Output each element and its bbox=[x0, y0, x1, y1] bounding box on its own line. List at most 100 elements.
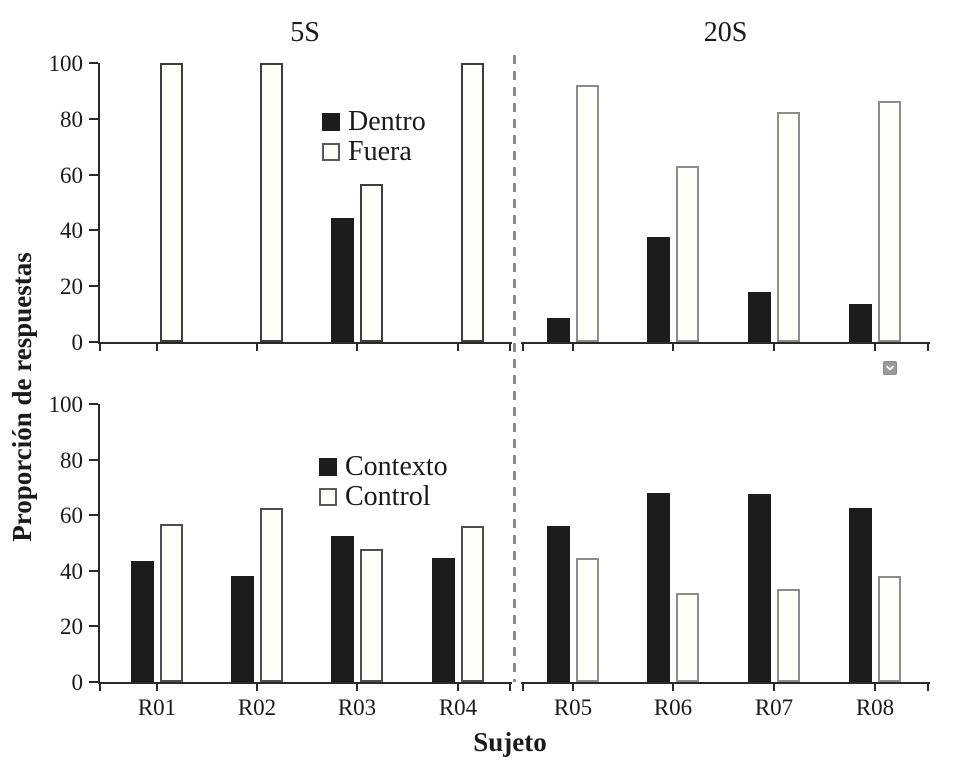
bar-contexto-r05 bbox=[547, 526, 570, 682]
legend-item-control: Control bbox=[319, 481, 448, 512]
y-tick-label: 100 bbox=[48, 51, 84, 76]
bar-fuera-r06 bbox=[676, 166, 699, 342]
x-axis-end-tick bbox=[927, 344, 929, 351]
y-tick-label: 80 bbox=[60, 106, 83, 132]
x-tick bbox=[256, 684, 258, 691]
legend-label-fuera: Fuera bbox=[348, 136, 412, 167]
x-tick bbox=[457, 684, 459, 691]
y-tick bbox=[89, 62, 98, 64]
legend-item-contexto: Contexto bbox=[319, 451, 448, 482]
bar-dentro-r05 bbox=[547, 318, 570, 342]
x-axis-line bbox=[521, 342, 930, 344]
x-axis-line bbox=[521, 682, 930, 684]
bar-contexto-r03 bbox=[331, 536, 354, 682]
x-axis-title: Sujeto bbox=[473, 727, 547, 757]
x-tick bbox=[672, 684, 674, 691]
bar-control-r05 bbox=[576, 558, 599, 682]
bar-fuera-r04 bbox=[461, 63, 484, 342]
x-axis-end-tick bbox=[509, 684, 511, 691]
bar-contexto-r06 bbox=[647, 492, 670, 682]
bar-control-r08 bbox=[878, 576, 901, 682]
bar-control-r07 bbox=[777, 588, 800, 682]
panel-top-left: Dentro Fuera 0 20 40 60 80 100 bbox=[49, 52, 512, 354]
y-tick bbox=[89, 681, 98, 683]
y-axis-line bbox=[98, 404, 100, 684]
x-tick bbox=[156, 684, 158, 691]
legend-swatch-white-icon bbox=[322, 143, 340, 161]
bar-fuera-r08 bbox=[878, 100, 901, 342]
x-tick bbox=[256, 344, 258, 351]
y-tick bbox=[89, 514, 98, 517]
bar-fuera-r03 bbox=[360, 184, 383, 342]
legend-label-contexto: Contexto bbox=[345, 451, 448, 482]
x-tick bbox=[572, 684, 574, 691]
legend-label-control: Control bbox=[345, 481, 431, 512]
bar-control-r06 bbox=[676, 593, 699, 682]
y-tick-label: 20 bbox=[60, 614, 83, 640]
y-tick-label: 80 bbox=[60, 447, 83, 473]
y-tick bbox=[89, 569, 98, 572]
x-tick bbox=[874, 344, 876, 351]
chevron-down-icon[interactable] bbox=[883, 361, 897, 375]
legend-swatch-black-icon bbox=[319, 458, 337, 476]
bar-contexto-r01 bbox=[131, 561, 154, 682]
y-tick bbox=[89, 229, 98, 232]
legend-dentro-fuera: Dentro Fuera bbox=[322, 106, 426, 167]
bar-contexto-r04 bbox=[432, 558, 455, 682]
x-axis-line bbox=[98, 682, 512, 684]
panel-top-right bbox=[521, 63, 930, 351]
x-axis-end-tick bbox=[927, 684, 929, 691]
x-tick-label: R01 bbox=[137, 695, 177, 720]
x-tick-label: R07 bbox=[754, 695, 794, 720]
bar-fuera-r01 bbox=[160, 63, 183, 342]
legend-swatch-black-icon bbox=[322, 113, 340, 131]
y-tick bbox=[89, 403, 98, 405]
y-axis-line bbox=[98, 63, 100, 344]
column-title-5s: 5S bbox=[290, 17, 320, 48]
y-tick-label: 40 bbox=[60, 218, 83, 244]
x-tick-label: R04 bbox=[438, 695, 478, 720]
y-tick-label: 20 bbox=[60, 274, 83, 300]
bar-control-r02 bbox=[260, 508, 283, 682]
bar-control-r04 bbox=[461, 526, 484, 682]
x-axis-line bbox=[98, 342, 512, 344]
y-tick-label: 0 bbox=[71, 670, 84, 695]
bar-control-r03 bbox=[360, 548, 383, 682]
panel-bottom-right: R05 R06 R07 R08 bbox=[521, 404, 930, 719]
condition-divider-dashed-line bbox=[513, 55, 516, 682]
bar-fuera-r07 bbox=[777, 111, 800, 342]
x-tick bbox=[156, 344, 158, 351]
y-tick bbox=[89, 285, 98, 288]
legend-label-dentro: Dentro bbox=[348, 106, 426, 137]
bar-contexto-r08 bbox=[849, 508, 872, 682]
x-axis-end-tick bbox=[99, 684, 101, 691]
legend-swatch-white-icon bbox=[319, 488, 337, 506]
bar-contexto-r07 bbox=[748, 494, 771, 682]
y-tick-label: 60 bbox=[60, 503, 83, 529]
bar-fuera-r05 bbox=[576, 85, 599, 342]
x-tick bbox=[773, 684, 775, 691]
bar-control-r01 bbox=[160, 523, 183, 682]
y-tick-label: 0 bbox=[71, 330, 84, 355]
x-axis-end-tick bbox=[522, 684, 524, 691]
y-tick bbox=[89, 458, 98, 461]
bar-fuera-r02 bbox=[260, 63, 283, 342]
y-tick bbox=[89, 625, 98, 628]
x-tick-label: R03 bbox=[337, 695, 377, 720]
legend-item-dentro: Dentro bbox=[322, 106, 426, 137]
x-axis-end-tick bbox=[509, 344, 511, 351]
x-tick bbox=[773, 344, 775, 351]
legend-item-fuera: Fuera bbox=[322, 136, 426, 167]
y-tick-label: 60 bbox=[60, 162, 83, 188]
bar-dentro-r06 bbox=[647, 237, 670, 342]
x-tick-label: R06 bbox=[653, 695, 693, 720]
x-tick-label: R05 bbox=[553, 695, 593, 720]
y-tick-label: 100 bbox=[48, 392, 84, 417]
panel-bottom-left: Contexto Control 0 20 40 60 80 100 R01 R02 R03 R0… bbox=[49, 393, 512, 719]
bar-dentro-r03 bbox=[331, 217, 354, 342]
x-tick bbox=[356, 684, 358, 691]
legend-contexto-control: Contexto Control bbox=[319, 451, 448, 512]
column-title-20s: 20S bbox=[703, 17, 748, 48]
y-tick bbox=[89, 341, 98, 343]
